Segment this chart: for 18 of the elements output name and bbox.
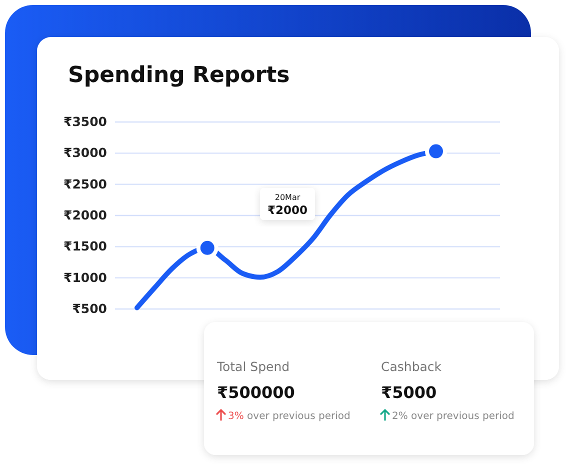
y-tick-label: ₹500 [72,301,108,316]
y-tick-label: ₹1500 [64,238,108,254]
text: Total Spend [216,359,290,374]
text: over previous period [408,411,514,422]
y-tick-label: ₹2500 [64,176,108,192]
y-tick-label: ₹3000 [64,145,108,160]
y-tick-label: ₹1000 [64,270,108,285]
annotation: 20Mar [274,193,301,202]
text: ₹500000 [217,383,295,402]
chart-title: Spending Reports [68,63,290,88]
y-tick-label: ₹3500 [64,114,108,129]
text: Cashback [381,359,442,374]
text: ₹5000 [381,383,437,402]
text: over previous period [244,411,350,422]
annotation: ₹2000 [267,203,308,217]
text: 2% [392,411,408,422]
text: 3% [228,411,244,422]
y-tick-label: ₹2000 [64,208,108,222]
